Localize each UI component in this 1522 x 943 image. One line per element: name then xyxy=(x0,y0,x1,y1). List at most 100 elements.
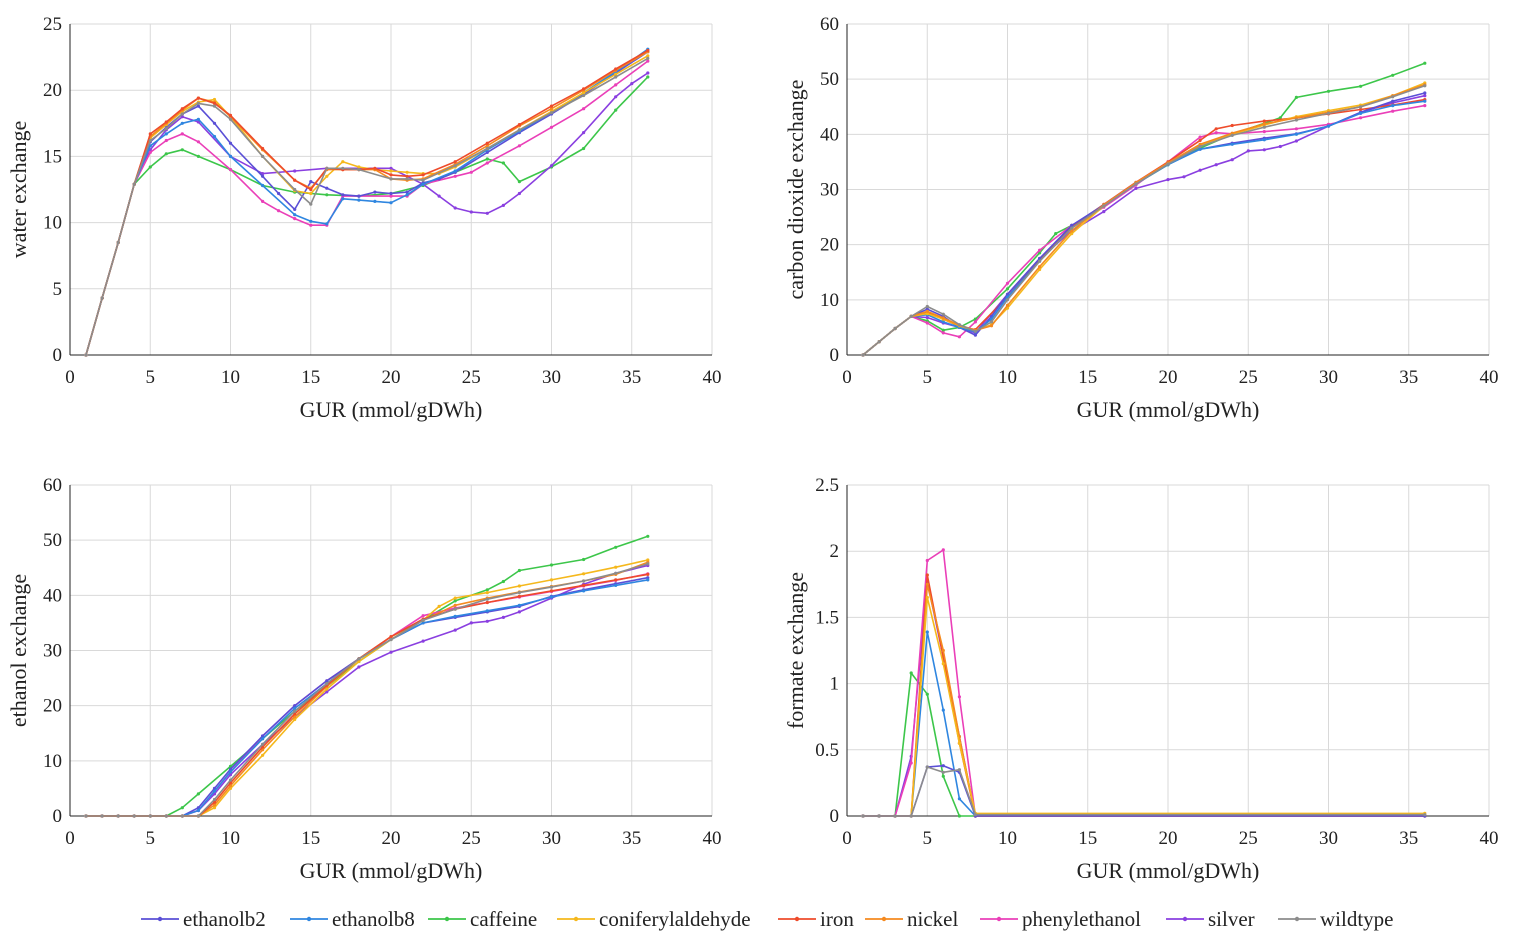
x-tick-label: 20 xyxy=(1159,828,1178,849)
data-point-ethanolb8 xyxy=(373,199,377,203)
series-line-nickel xyxy=(85,51,649,356)
data-point-ethanolb8 xyxy=(582,589,586,593)
series-line-ethanolb2 xyxy=(85,51,649,356)
series-line-silver xyxy=(85,72,649,356)
data-point-wildtype xyxy=(941,770,945,774)
data-point-wildtype xyxy=(1423,813,1427,817)
data-point-ethanolb8 xyxy=(309,219,313,223)
data-point-caffeine xyxy=(582,557,586,562)
data-point-wildtype xyxy=(877,814,881,818)
data-point-ethanolb8 xyxy=(180,121,184,125)
data-point-coniferylaldehyde xyxy=(453,596,457,600)
x-tick-label: 30 xyxy=(1319,828,1338,849)
data-point-wildtype xyxy=(582,93,586,98)
data-point-ethanolb8 xyxy=(341,197,345,201)
legend-label: nickel xyxy=(907,907,958,931)
y-tick-label: 1.5 xyxy=(815,607,839,628)
data-point-phenylethanol xyxy=(469,170,473,174)
data-point-wildtype xyxy=(1359,105,1363,109)
data-point-phenylethanol xyxy=(909,761,913,765)
y-tick-label: 25 xyxy=(43,14,62,35)
legend-label: coniferylaldehyde xyxy=(599,907,751,931)
data-point-silver xyxy=(582,131,586,135)
data-point-caffeine xyxy=(1054,232,1058,236)
data-point-wildtype xyxy=(1166,162,1170,166)
data-point-phenylethanol xyxy=(614,83,618,87)
data-point-iron xyxy=(1214,127,1218,131)
series-line-coniferylaldehyde xyxy=(85,55,649,356)
data-point-iron xyxy=(517,123,522,127)
series-line-ethanolb8 xyxy=(86,579,648,817)
data-point-iron xyxy=(485,141,489,145)
data-point-wildtype xyxy=(1102,204,1106,208)
legend-item-ethanolb8: ethanolb8 xyxy=(290,907,415,931)
data-point-silver xyxy=(1423,94,1427,98)
data-point-ethanolb2 xyxy=(341,193,345,197)
x-tick-label: 5 xyxy=(146,367,156,388)
y-tick-label: 0 xyxy=(53,806,63,827)
data-point-silver xyxy=(389,166,393,170)
x-tick-label: 5 xyxy=(923,367,933,388)
data-point-wildtype xyxy=(861,814,865,818)
data-point-nickel xyxy=(1005,303,1010,307)
data-point-ethanolb8 xyxy=(196,117,200,121)
legend-label: caffeine xyxy=(470,907,537,931)
data-point-ethanolb2 xyxy=(293,207,297,211)
data-point-wildtype xyxy=(309,202,313,206)
legend-item-ethanolb2: ethanolb2 xyxy=(141,907,266,931)
x-tick-label: 35 xyxy=(622,828,641,849)
data-point-ethanolb8 xyxy=(357,198,361,202)
x-tick-label: 10 xyxy=(998,367,1017,388)
data-point-caffeine xyxy=(196,792,200,796)
series-line-ethanolb2 xyxy=(86,576,648,817)
y-axis-label: carbon dioxide exchange xyxy=(783,80,808,300)
data-point-phenylethanol xyxy=(421,614,425,618)
data-point-ethanolb8 xyxy=(196,808,200,813)
data-point-phenylethanol xyxy=(453,174,457,178)
legend-item-silver: silver xyxy=(1166,907,1255,931)
data-point-iron xyxy=(582,583,586,588)
data-point-silver xyxy=(1214,163,1218,167)
data-point-wildtype xyxy=(646,562,650,566)
series-line-phenylethanol xyxy=(86,573,648,817)
data-point-nickel xyxy=(1294,116,1298,120)
data-point-phenylethanol xyxy=(973,320,978,324)
data-point-iron xyxy=(453,160,457,164)
data-point-caffeine xyxy=(925,319,929,323)
data-point-iron xyxy=(148,132,152,136)
data-point-wildtype xyxy=(148,138,152,143)
data-point-coniferylaldehyde xyxy=(357,659,361,664)
data-point-caffeine xyxy=(1423,61,1427,65)
data-point-phenylethanol xyxy=(957,695,962,699)
data-point-nickel xyxy=(1262,122,1266,126)
series-line-caffeine xyxy=(863,672,1425,817)
data-point-coniferylaldehyde xyxy=(517,584,522,588)
data-point-ethanolb8 xyxy=(405,193,409,197)
series-line-wildtype xyxy=(862,85,1426,356)
x-tick-label: 25 xyxy=(462,828,481,849)
data-point-ethanolb2 xyxy=(212,121,217,125)
y-tick-label: 0 xyxy=(830,806,840,827)
data-point-wildtype xyxy=(325,166,329,170)
data-point-wildtype xyxy=(646,56,650,61)
data-point-wildtype xyxy=(1423,84,1427,88)
data-point-nickel xyxy=(1070,229,1074,233)
data-point-ethanolb8 xyxy=(148,144,152,148)
data-point-coniferylaldehyde xyxy=(261,753,265,757)
data-point-ethanolb8 xyxy=(1294,132,1298,136)
data-point-silver xyxy=(437,194,441,198)
y-tick-label: 10 xyxy=(43,213,62,234)
data-point-wildtype xyxy=(1326,111,1331,115)
data-point-nickel xyxy=(549,107,554,111)
data-point-iron xyxy=(925,573,929,577)
data-point-ethanolb8 xyxy=(925,630,929,634)
data-point-ethanolb2 xyxy=(228,767,233,771)
data-point-ethanolb8 xyxy=(549,595,554,599)
data-point-ethanolb2 xyxy=(1391,99,1395,103)
data-point-phenylethanol xyxy=(293,217,297,221)
data-point-coniferylaldehyde xyxy=(293,717,297,722)
series-line-nickel xyxy=(863,583,1425,817)
legend-marker xyxy=(306,916,312,922)
data-point-ethanolb2 xyxy=(293,704,297,708)
x-tick-label: 25 xyxy=(462,367,481,388)
